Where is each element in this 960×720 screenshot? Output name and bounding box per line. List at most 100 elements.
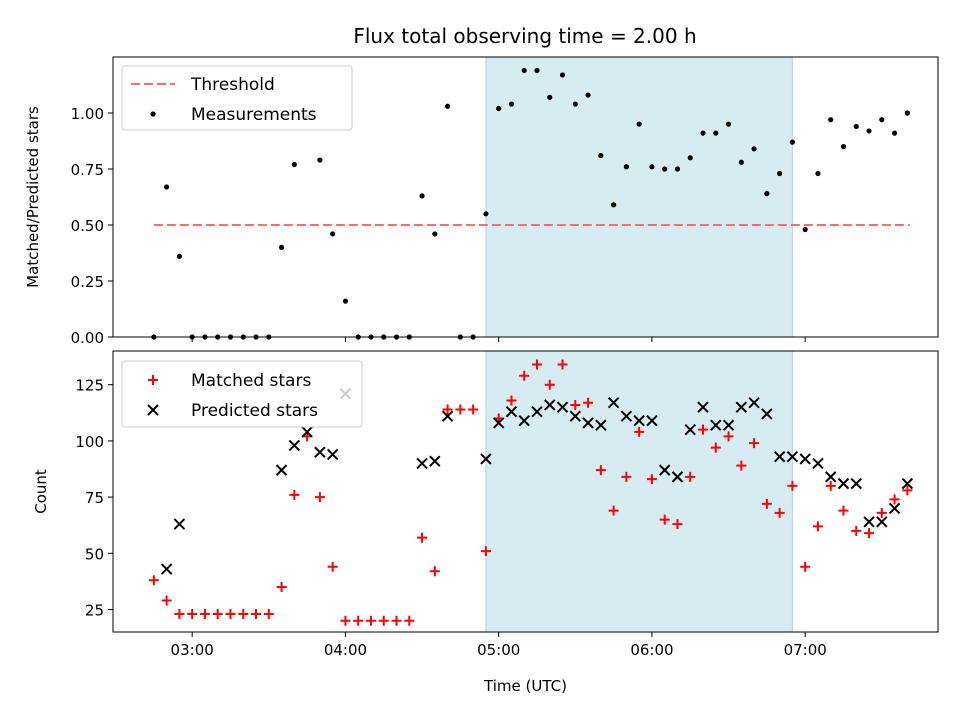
y-tick-label: 0.25 bbox=[71, 273, 104, 291]
measurement-point bbox=[598, 152, 604, 159]
measurement-point bbox=[700, 130, 706, 136]
measurement-point bbox=[611, 202, 617, 208]
matched-point bbox=[723, 431, 734, 442]
matched-point bbox=[314, 492, 325, 503]
legend-box bbox=[121, 65, 353, 131]
measurement-point bbox=[879, 117, 885, 123]
matched-point bbox=[378, 615, 389, 626]
measurement-point bbox=[802, 226, 808, 233]
measurement-point bbox=[662, 166, 668, 172]
predicted-point bbox=[710, 419, 722, 431]
y-tick-label: 25 bbox=[85, 602, 104, 620]
predicted-point bbox=[837, 477, 850, 490]
predicted-point bbox=[429, 455, 441, 467]
predicted-point bbox=[314, 446, 326, 458]
matched-point bbox=[187, 609, 198, 620]
matched-point bbox=[161, 595, 172, 606]
predicted-point bbox=[301, 426, 313, 438]
legend-measurements-label: Measurements bbox=[191, 105, 317, 125]
matched-point bbox=[646, 474, 657, 485]
matched-point bbox=[736, 460, 747, 471]
top-x-ticks bbox=[191, 337, 806, 342]
predicted-point bbox=[786, 450, 799, 463]
measurement-point bbox=[342, 298, 349, 304]
matched-point bbox=[570, 399, 581, 410]
measurement-point bbox=[725, 121, 732, 127]
predicted-point bbox=[595, 419, 607, 431]
matched-point bbox=[876, 507, 887, 518]
predicted-point bbox=[876, 516, 888, 528]
predicted-point bbox=[812, 457, 824, 470]
matched-point bbox=[774, 507, 785, 518]
matched-point bbox=[595, 465, 606, 476]
y-tick-label: 0.75 bbox=[71, 161, 104, 179]
matched-point bbox=[506, 395, 517, 406]
predicted-point bbox=[492, 417, 505, 429]
predicted-point bbox=[173, 518, 186, 530]
predicted-point bbox=[569, 410, 582, 422]
top-plot-frame bbox=[112, 56, 939, 338]
measurement-point bbox=[751, 146, 757, 152]
predicted-point bbox=[735, 401, 748, 413]
measurement-point bbox=[777, 170, 783, 177]
top-y-axis: 0.00 0.25 0.50 0.75 1.00 bbox=[71, 105, 113, 347]
predicted-point bbox=[556, 401, 569, 413]
matched-point bbox=[263, 609, 274, 620]
figure-title: Flux total observing time = 2.00 h bbox=[353, 24, 696, 48]
matched-point bbox=[417, 532, 428, 543]
y-tick-label: 0.00 bbox=[71, 329, 104, 347]
predicted-point bbox=[544, 399, 556, 411]
legend-matched-label: Matched stars bbox=[191, 371, 311, 391]
measurement-point bbox=[764, 191, 770, 197]
y-tick-label: 125 bbox=[75, 377, 104, 395]
matched-point bbox=[761, 498, 772, 509]
matched-point bbox=[365, 615, 376, 626]
predicted-point bbox=[773, 450, 786, 463]
predicted-point bbox=[416, 457, 428, 470]
measurement-point bbox=[278, 244, 285, 250]
x-tick-label: 07:00 bbox=[784, 641, 827, 659]
matched-point bbox=[276, 582, 287, 593]
measurement-point bbox=[674, 166, 681, 172]
measurement-point bbox=[687, 155, 693, 161]
matched-point bbox=[608, 505, 619, 516]
predicted-point bbox=[582, 417, 594, 429]
matched-point bbox=[199, 609, 210, 620]
measurement-point bbox=[572, 101, 578, 107]
predicted-point bbox=[646, 414, 658, 427]
matched-point bbox=[148, 575, 159, 586]
matched-point bbox=[851, 525, 862, 536]
measurement-point bbox=[853, 123, 859, 130]
measurement-point bbox=[330, 231, 336, 237]
y-tick-label: 75 bbox=[85, 489, 104, 507]
measurement-point bbox=[789, 139, 796, 145]
measurement-point bbox=[291, 161, 297, 168]
predicted-point bbox=[863, 516, 875, 528]
legend-box bbox=[121, 360, 363, 428]
top-y-axis-label: Matched/Predicted stars bbox=[24, 106, 42, 288]
matched-point bbox=[685, 471, 696, 482]
matched-point bbox=[812, 521, 823, 532]
measurements-series bbox=[151, 67, 910, 340]
measurement-point bbox=[432, 231, 438, 237]
matched-point bbox=[289, 489, 300, 500]
measurement-point bbox=[840, 144, 847, 150]
top-observing-span bbox=[485, 56, 793, 338]
matched-point bbox=[327, 561, 338, 572]
x-tick-label: 04:00 bbox=[324, 641, 367, 659]
bottom-observing-span bbox=[485, 350, 793, 633]
predicted-point bbox=[658, 464, 671, 476]
matched-point bbox=[531, 359, 542, 370]
y-tick-label: 1.00 bbox=[71, 105, 104, 123]
measurement-point bbox=[176, 253, 183, 259]
y-tick-label: 0.50 bbox=[71, 217, 104, 235]
measurement-point bbox=[534, 67, 540, 74]
x-tick-label: 03:00 bbox=[171, 641, 214, 659]
predicted-point bbox=[326, 448, 339, 461]
matched-point bbox=[710, 442, 721, 453]
matched-point bbox=[544, 379, 555, 390]
matched-point bbox=[429, 566, 440, 577]
matched-point bbox=[825, 480, 836, 491]
predicted-point bbox=[722, 419, 735, 431]
matched-point bbox=[225, 609, 236, 620]
